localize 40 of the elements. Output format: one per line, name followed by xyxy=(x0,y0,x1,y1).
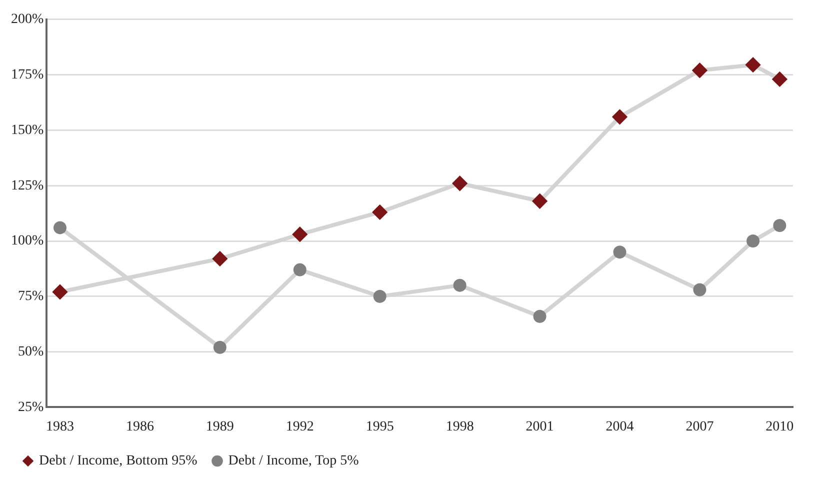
point xyxy=(452,176,467,190)
y-tick-label: 150% xyxy=(10,122,44,138)
y-tick-label: 25% xyxy=(18,400,44,415)
point xyxy=(453,278,466,292)
point xyxy=(533,310,546,323)
point xyxy=(292,227,307,242)
x-tick-label: 1995 xyxy=(366,419,394,434)
point xyxy=(612,110,627,124)
y-tick-label: 200% xyxy=(10,12,44,28)
legend-label: Debt / Income, Bottom 95% xyxy=(39,454,198,469)
y-tick-label: 125% xyxy=(10,178,44,194)
point xyxy=(692,63,707,78)
point xyxy=(293,263,306,276)
point xyxy=(52,284,67,299)
point xyxy=(213,340,226,354)
y-tick-label: 75% xyxy=(18,289,44,304)
x-tick-label: 1989 xyxy=(206,419,234,434)
point xyxy=(532,194,547,208)
x-tick-label: 2001 xyxy=(526,419,554,434)
point xyxy=(372,205,387,220)
x-tick-label: 1992 xyxy=(286,419,314,434)
point xyxy=(693,283,706,296)
point xyxy=(373,290,386,303)
point xyxy=(773,218,786,232)
x-tick-label: 1983 xyxy=(46,419,74,434)
point xyxy=(746,234,760,248)
x-tick-label: 2010 xyxy=(766,419,794,434)
point xyxy=(53,221,66,234)
x-tick-label: 2007 xyxy=(686,419,714,434)
legend-label: Debt / Income, Top 5% xyxy=(228,454,360,469)
point xyxy=(613,246,626,259)
y-tick-label: 50% xyxy=(18,344,44,360)
x-tick-label: 1998 xyxy=(446,419,474,434)
y-tick-label: 100% xyxy=(10,234,44,249)
x-tick-label: 1986 xyxy=(126,419,154,434)
point xyxy=(772,72,787,86)
y-tick-label: 175% xyxy=(10,67,44,82)
x-tick-label: 2004 xyxy=(606,419,634,434)
point xyxy=(212,252,227,266)
point xyxy=(746,58,760,72)
